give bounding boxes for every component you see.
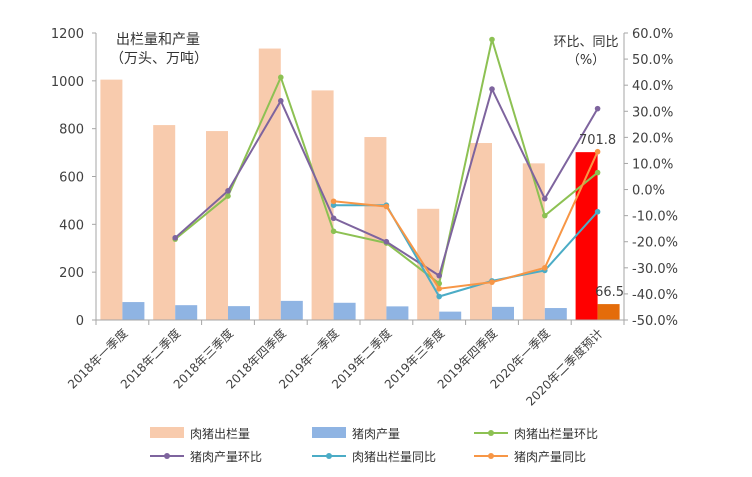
bar-pork-output: [544, 308, 567, 320]
left-tick-label: 400: [59, 218, 84, 233]
right-tick-label: 50.0%: [632, 53, 673, 68]
legend-item: 猪肉产量环比: [150, 450, 262, 464]
bar-slaughter: [575, 152, 598, 320]
right-tick-label: 0.0%: [632, 184, 665, 199]
legend-label: 肉猪出栏量: [190, 426, 250, 441]
bar-pork-output: [122, 302, 145, 320]
right-axis: -50.0% -40.0% -30.0% -20.0% -10.0% 0.0% 10.0% 2…: [623, 27, 678, 329]
line-point: [436, 285, 443, 292]
bar-pork-output: [439, 311, 462, 320]
right-tick-label: -50.0%: [632, 314, 678, 329]
bar-slaughter: [522, 163, 545, 320]
line-point: [489, 36, 495, 43]
left-tick-label: 200: [59, 266, 84, 281]
line-point: [330, 228, 337, 235]
line-point: [172, 235, 178, 241]
right-tick-label: 40.0%: [632, 79, 673, 94]
legend-swatch-marker: [164, 453, 170, 459]
legend-swatch-marker: [488, 430, 494, 436]
left-tick-label: 800: [59, 123, 84, 138]
right-tick-label: -10.0%: [632, 210, 678, 225]
bar-pork-output: [386, 306, 409, 320]
line-point: [594, 148, 601, 155]
line-point: [278, 74, 284, 81]
bar-pork-output: [175, 305, 198, 320]
legend-item: 肉猪出栏量环比: [474, 426, 598, 441]
left-axis: 0 200 400 600 800 1000 1200: [51, 27, 97, 329]
line-point: [330, 215, 337, 222]
left-tick-label: 1200: [51, 27, 84, 42]
right-axis-title-line2: （%）: [567, 53, 605, 68]
right-tick-label: 10.0%: [632, 157, 673, 172]
bar-pork-output: [333, 302, 356, 320]
bars: [100, 48, 620, 321]
left-tick-label: 1000: [51, 75, 84, 90]
left-axis-title-line2: （万头、万吨）: [110, 51, 208, 67]
bar-slaughter: [206, 131, 228, 320]
legend-label: 猪肉产量环比: [190, 450, 262, 464]
legend-label: 肉猪出栏量环比: [514, 426, 598, 441]
legend-label: 肉猪出栏量同比: [352, 449, 436, 464]
legend-swatch-bar: [312, 427, 346, 438]
line-point: [489, 86, 495, 92]
legend-item: 肉猪出栏量同比: [312, 449, 436, 464]
left-tick-label: 600: [59, 171, 84, 186]
right-axis-title-line1: 环比、同比: [553, 35, 618, 50]
bar-slaughter: [153, 125, 176, 321]
bar-slaughter: [470, 143, 492, 320]
bar-pork-output: [228, 306, 250, 320]
right-tick-label: -30.0%: [632, 262, 678, 277]
x-axis: 2018年一季度2018年二季度2018年三季度2018年四季度2019年一季度…: [64, 319, 625, 409]
legend-swatch-marker: [488, 453, 494, 459]
bar-slaughter: [417, 208, 440, 320]
left-axis-title-line1: 出栏量和产量: [116, 32, 200, 48]
line-pork-yoy: [333, 151, 599, 290]
line-point: [594, 169, 601, 176]
line-point: [330, 202, 337, 208]
legend-swatch-bar: [150, 427, 184, 438]
line-point: [383, 238, 390, 245]
lines: [172, 36, 601, 300]
legend-item: 猪肉产量: [312, 427, 400, 441]
bar-pork-output: [597, 304, 620, 320]
legend-label: 猪肉产量: [352, 427, 400, 441]
left-axis-title: 出栏量和产量 （万头、万吨）: [110, 32, 208, 67]
line-point: [594, 105, 601, 112]
line-point: [436, 272, 443, 279]
bar-slaughter: [100, 79, 123, 320]
bar-pork-output: [280, 300, 303, 320]
annotations: 701.8 66.5: [579, 133, 624, 300]
line-point: [542, 212, 548, 219]
line-point: [383, 203, 390, 210]
bar-slaughter: [311, 90, 334, 321]
line-point: [594, 208, 601, 215]
bar-pork-output: [492, 306, 514, 320]
line-point: [436, 293, 443, 300]
bar-slaughter: [364, 137, 387, 320]
line-point: [542, 195, 548, 202]
right-tick-label: 20.0%: [632, 131, 673, 146]
legend-label: 猪肉产量同比: [514, 450, 586, 464]
annotation-pork-forecast: 66.5: [595, 285, 624, 300]
line-point: [489, 279, 495, 285]
right-tick-label: 60.0%: [632, 27, 673, 42]
legend-item: 肉猪出栏量: [150, 426, 250, 441]
annotation-slaughter-forecast: 701.8: [579, 133, 616, 148]
legend-swatch-marker: [326, 453, 332, 459]
bar-slaughter: [258, 48, 281, 320]
right-tick-label: 30.0%: [632, 105, 673, 120]
right-axis-title: 环比、同比 （%）: [553, 35, 618, 68]
line-point: [225, 188, 231, 194]
right-tick-label: -40.0%: [632, 288, 678, 303]
line-point: [330, 198, 337, 205]
legend-item: 猪肉产量同比: [474, 450, 586, 464]
left-tick-label: 0: [76, 314, 84, 329]
line-point: [278, 98, 284, 104]
right-tick-label: -20.0%: [632, 236, 678, 251]
line-point: [542, 265, 548, 271]
line-point: [225, 193, 231, 199]
